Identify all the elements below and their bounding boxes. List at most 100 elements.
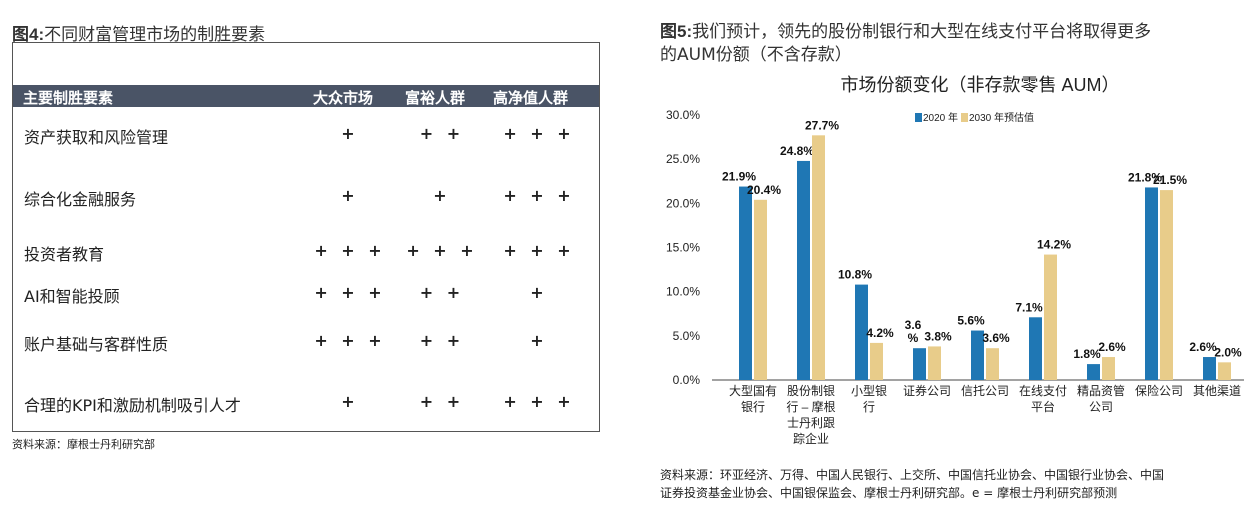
data-label: 20.4% bbox=[747, 183, 781, 197]
y-tick-label: 15.0% bbox=[666, 241, 700, 255]
legend-label-2020: 2020 年 bbox=[923, 111, 958, 124]
mass-rating: + bbox=[341, 392, 359, 411]
hnw-rating: + + + bbox=[503, 392, 575, 411]
y-tick-label: 30.0% bbox=[666, 108, 700, 122]
figure-4-title: 图4:不同财富管理市场的制胜要素 bbox=[12, 25, 266, 45]
data-label: 2.0% bbox=[1214, 345, 1242, 359]
x-category-label: 踪企业 bbox=[793, 431, 829, 446]
bar-2020 bbox=[1087, 364, 1100, 380]
data-label: 3.6 bbox=[905, 318, 922, 332]
y-tick-label: 20.0% bbox=[666, 196, 700, 210]
legend-label-2030: 2030 年预估值 bbox=[969, 111, 1034, 124]
bar-2020 bbox=[1203, 357, 1216, 380]
winning-factors-table: 主要制胜要素 大众市场 富裕人群 高净值人群 bbox=[12, 42, 600, 432]
x-category-label: 其他渠道 bbox=[1193, 384, 1241, 398]
figure-5-source: 资料来源：环亚经济、万得、中国人民银行、上交所、中国信托业协会、中国银行业协会、… bbox=[660, 468, 1165, 500]
y-tick-label: 10.0% bbox=[666, 285, 700, 299]
x-category-label: 在线支付 bbox=[1019, 384, 1067, 398]
affluent-rating: + + + bbox=[406, 241, 478, 260]
factor-label: 合理的KPI和激励机制吸引人才 bbox=[24, 396, 241, 415]
affluent-rating: + bbox=[433, 186, 451, 205]
x-category-label: 证券公司 bbox=[903, 383, 951, 398]
data-label: 3.6% bbox=[982, 331, 1010, 345]
data-label: 5.6% bbox=[957, 314, 985, 328]
x-category-label: 小型银 bbox=[851, 384, 887, 398]
bar-2020 bbox=[855, 284, 868, 380]
bar-2020 bbox=[739, 186, 752, 380]
factor-label: 综合化金融服务 bbox=[24, 190, 137, 209]
data-label: 21.5% bbox=[1153, 173, 1187, 187]
header-affluent: 富裕人群 bbox=[405, 89, 466, 107]
affluent-rating: + + bbox=[419, 331, 465, 350]
hnw-rating: + bbox=[530, 331, 548, 350]
bar-2030 bbox=[812, 135, 825, 380]
factor-label: AI和智能投顾 bbox=[24, 287, 120, 306]
table-header: 主要制胜要素 大众市场 富裕人群 高净值人群 bbox=[13, 85, 599, 107]
data-label: 24.8% bbox=[780, 144, 814, 158]
bar-2030 bbox=[1102, 357, 1115, 380]
header-factor: 主要制胜要素 bbox=[23, 89, 114, 107]
data-label: 4.2% bbox=[866, 326, 894, 340]
x-category-label: 保险公司 bbox=[1135, 383, 1183, 398]
data-label: 21.8% bbox=[1128, 170, 1162, 184]
figure-4-source: 资料来源：摩根士丹利研究部 bbox=[12, 438, 155, 451]
factor-label: 资产获取和风险管理 bbox=[24, 128, 169, 147]
bar-2020 bbox=[971, 330, 984, 380]
bar-2030 bbox=[986, 348, 999, 380]
legend-swatch-2020 bbox=[915, 113, 922, 122]
figure-5-title: 图5:我们预计，领先的股份制银行和大型在线支付平台将取得更多 的AUM份额（不含存… bbox=[660, 22, 1152, 65]
y-tick-label: 5.0% bbox=[673, 329, 701, 343]
bar-2020 bbox=[1029, 317, 1042, 380]
hnw-rating: + bbox=[530, 283, 548, 302]
bar-2030 bbox=[754, 199, 767, 380]
x-category-label: 股份制银 bbox=[787, 384, 835, 398]
y-tick-label: 25.0% bbox=[666, 152, 700, 166]
x-category-label: 公司 bbox=[1089, 400, 1113, 414]
x-category-label: 平台 bbox=[1031, 399, 1055, 414]
market-share-chart: 市场份额变化（非存款零售 AUM） 0.0% 5.0% 10.0% 15.0% 20.0%… bbox=[666, 75, 1244, 446]
factor-label: 账户基础与客群性质 bbox=[24, 335, 169, 354]
header-mass: 大众市场 bbox=[313, 89, 374, 107]
affluent-rating: + + bbox=[419, 392, 465, 411]
affluent-rating: + + bbox=[419, 283, 465, 302]
x-category-label: 士丹利跟 bbox=[787, 416, 835, 430]
hnw-rating: + + + bbox=[503, 241, 575, 260]
data-label: 7.1% bbox=[1015, 300, 1043, 314]
bar-2030 bbox=[870, 342, 883, 380]
data-label: 10.8% bbox=[838, 268, 872, 282]
factor-label: 投资者教育 bbox=[24, 245, 105, 264]
bar-2030 bbox=[1044, 254, 1057, 380]
header-hnw: 高净值人群 bbox=[493, 89, 569, 107]
data-label: 1.8% bbox=[1073, 347, 1101, 361]
hnw-rating: + + + bbox=[503, 124, 575, 143]
mass-rating: + + + bbox=[314, 283, 386, 302]
x-category-label: 行 bbox=[863, 400, 875, 414]
mass-rating: + + + bbox=[314, 241, 386, 260]
x-category-label: 信托公司 bbox=[961, 384, 1009, 398]
data-label: % bbox=[908, 331, 919, 345]
data-label: 2.6% bbox=[1098, 340, 1126, 354]
mass-rating: + + + bbox=[314, 331, 386, 350]
data-label: 27.7% bbox=[805, 118, 839, 132]
hnw-rating: + + + bbox=[503, 186, 575, 205]
data-label: 21.9% bbox=[722, 170, 756, 184]
x-category-label: 精品资管 bbox=[1077, 383, 1125, 398]
bar-2020 bbox=[797, 160, 810, 380]
data-label: 2.6% bbox=[1189, 340, 1217, 354]
x-category-label: 银行 bbox=[741, 400, 765, 414]
data-label: 14.2% bbox=[1037, 238, 1071, 252]
x-category-label: 大型国有 bbox=[729, 384, 777, 398]
bar-2020 bbox=[1145, 187, 1158, 380]
bar-2030 bbox=[1218, 362, 1231, 380]
bar-2030 bbox=[928, 346, 941, 380]
affluent-rating: + + bbox=[419, 124, 465, 143]
bar-2030 bbox=[1160, 190, 1173, 380]
data-label: 3.8% bbox=[924, 329, 952, 343]
bar-2020 bbox=[913, 348, 926, 380]
legend-swatch-2030 bbox=[961, 113, 968, 122]
x-category-label: 行 – 摩根 bbox=[786, 399, 835, 414]
mass-rating: + bbox=[341, 186, 359, 205]
chart-title: 市场份额变化（非存款零售 AUM） bbox=[841, 75, 1120, 95]
y-tick-label: 0.0% bbox=[673, 373, 701, 387]
mass-rating: + bbox=[341, 124, 359, 143]
